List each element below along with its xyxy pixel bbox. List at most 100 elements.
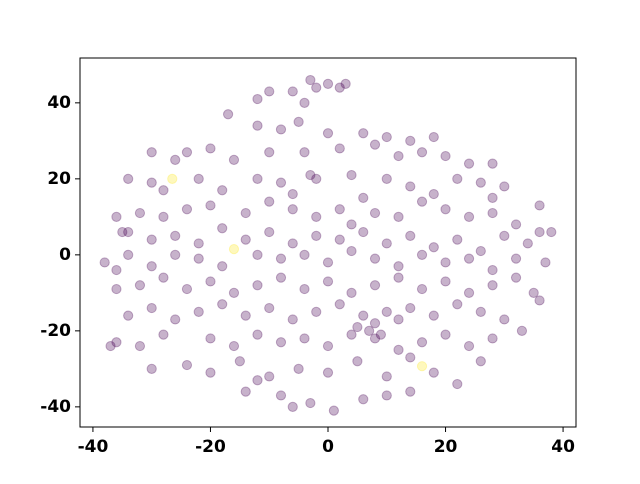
point [146,261,157,272]
point [311,230,322,241]
point [475,306,486,317]
point [440,329,451,340]
point [158,329,169,340]
point [381,173,392,184]
point [228,154,240,165]
point [440,257,451,268]
point [123,173,134,184]
point [352,356,363,367]
point [334,82,345,93]
point [375,329,386,340]
point [334,204,345,215]
point [475,177,486,188]
point [111,211,122,222]
y-tick-label: -40 [40,397,71,417]
point [510,219,522,230]
point [393,272,404,283]
y-tick-label: 20 [47,169,71,189]
point [287,86,298,97]
point [205,333,216,344]
point [328,405,339,416]
point [275,253,287,264]
point [440,204,451,215]
point [358,128,369,139]
point [340,78,351,89]
point [275,272,287,283]
x-tick-label: -40 [78,437,109,457]
point [311,306,322,317]
point [405,352,416,363]
point [381,238,392,249]
point [381,390,392,401]
point [381,131,392,143]
point [475,356,486,367]
point [264,302,275,314]
point [193,238,204,249]
point [369,280,381,291]
point [293,116,304,127]
point [134,280,146,291]
point [252,120,263,131]
point [358,192,369,203]
point [287,238,298,249]
point [452,173,463,184]
point [322,276,334,287]
point [487,207,498,219]
point [299,333,310,344]
point [217,299,228,310]
point [240,207,251,219]
point [234,356,245,367]
point [252,173,263,184]
point [428,188,439,200]
point [428,131,439,143]
point [205,200,216,211]
point [158,185,169,196]
y-tick-label: 40 [47,93,71,113]
point [405,135,416,146]
point [393,314,404,325]
point [217,223,228,234]
point [393,150,404,162]
point [311,211,322,222]
point [322,340,334,352]
point [181,204,193,215]
point [322,367,334,378]
point [193,173,204,184]
point [352,321,363,333]
point [499,314,510,325]
point [416,147,428,158]
point [487,333,498,344]
point [463,340,475,352]
point [381,306,392,317]
point [264,147,275,158]
x-tick-label: 20 [434,437,458,457]
point [252,249,263,260]
point [522,238,533,249]
point [123,310,134,321]
point [440,276,451,287]
point [416,249,428,260]
point [240,310,251,321]
point [170,154,181,165]
point [369,139,381,150]
point [516,325,528,336]
point [487,192,498,203]
point [146,177,157,188]
y-tick-label: -20 [40,321,71,341]
point [275,337,287,348]
point [252,93,263,105]
point [134,207,146,219]
point [240,386,251,397]
point [275,390,287,401]
point [334,143,345,154]
point [463,253,475,264]
point [405,386,416,397]
point [463,287,475,298]
point [146,147,157,158]
point [275,124,287,135]
point [305,397,316,409]
point [369,253,381,264]
point [134,340,146,352]
